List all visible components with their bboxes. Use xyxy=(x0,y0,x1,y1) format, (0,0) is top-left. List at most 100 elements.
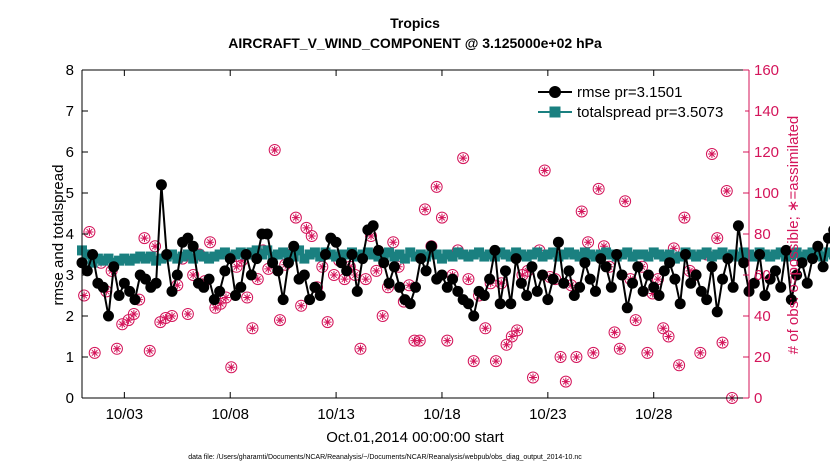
obs-marker xyxy=(300,221,313,234)
rmse-point xyxy=(182,232,194,244)
spread-point xyxy=(627,251,638,262)
obs-marker xyxy=(246,322,259,335)
obs-marker xyxy=(479,322,492,335)
obs-marker xyxy=(678,211,691,224)
rmse-point xyxy=(341,265,353,277)
obs-marker-asterisk xyxy=(459,154,468,163)
obs-marker-circle xyxy=(570,351,583,363)
obs-marker-circle xyxy=(110,342,123,355)
obs-marker xyxy=(582,236,595,249)
rmse-point xyxy=(208,294,220,306)
spread-point xyxy=(309,247,320,258)
obs-marker-circle xyxy=(187,269,200,281)
spread-point xyxy=(198,251,209,262)
obs-marker-circle xyxy=(273,314,286,327)
spread-point xyxy=(526,249,537,260)
y2-tick-label: 60 xyxy=(754,267,771,284)
obs-marker xyxy=(376,310,389,322)
rmse-point xyxy=(335,257,347,269)
rmse-point xyxy=(600,261,612,273)
obs-marker xyxy=(441,334,454,347)
spread-point xyxy=(812,249,823,260)
obs-marker-asterisk xyxy=(437,213,446,222)
obs-marker xyxy=(316,260,329,273)
spread-point xyxy=(553,251,564,262)
obs-marker-asterisk xyxy=(112,344,121,353)
obs-marker-asterisk xyxy=(491,357,500,366)
spread-point xyxy=(770,249,781,260)
legend-spread-marker xyxy=(549,106,561,118)
spread-point xyxy=(336,249,347,260)
obs-marker-asterisk xyxy=(421,205,430,214)
rmse-point xyxy=(727,281,739,293)
obs-marker-asterisk xyxy=(610,328,619,337)
obs-marker-circle xyxy=(608,326,621,339)
obs-marker-asterisk xyxy=(572,353,581,361)
spread-point xyxy=(87,257,98,268)
rmse-point xyxy=(595,253,607,265)
y-tick-label: 3 xyxy=(66,267,74,284)
obs-marker xyxy=(289,211,302,224)
spread-point xyxy=(505,251,516,262)
rmse-point xyxy=(515,277,527,289)
obs-marker xyxy=(587,346,600,359)
spread-point xyxy=(135,251,146,262)
obs-marker xyxy=(711,232,724,245)
obs-marker-asterisk xyxy=(356,344,365,353)
obs-marker xyxy=(187,269,200,281)
y2-tick-label: 140 xyxy=(754,103,779,120)
spread-point xyxy=(500,249,511,260)
obs-marker xyxy=(641,346,654,359)
rmse-point xyxy=(245,269,257,281)
obs-marker-asterisk xyxy=(675,361,684,370)
obs-marker-circle xyxy=(225,361,238,374)
obs-marker xyxy=(327,269,340,281)
obs-marker-asterisk xyxy=(270,145,279,154)
rmse-point xyxy=(632,261,644,273)
obs-marker-circle xyxy=(613,342,626,355)
obs-marker xyxy=(575,205,588,218)
spread-point xyxy=(717,247,728,258)
obs-marker-asterisk xyxy=(318,262,327,271)
spread-point xyxy=(659,251,670,262)
obs-marker-asterisk xyxy=(216,299,225,308)
obs-marker-asterisk xyxy=(664,332,673,341)
obs-marker-asterisk xyxy=(415,336,424,345)
obs-marker-circle xyxy=(295,299,308,312)
rmse-point xyxy=(801,277,813,289)
rmse-point xyxy=(695,285,707,297)
spread-point xyxy=(436,253,447,264)
rmse-point xyxy=(769,265,781,277)
rmse-point xyxy=(722,253,734,265)
spread-point xyxy=(378,249,389,260)
obs-marker xyxy=(619,195,632,208)
spread-point xyxy=(204,253,215,264)
obs-marker-asterisk xyxy=(161,314,170,323)
spread-point xyxy=(389,251,400,262)
spread-point xyxy=(712,249,723,260)
rmse-point xyxy=(674,298,686,310)
spread-point xyxy=(98,255,109,266)
spread-point xyxy=(103,253,114,264)
rmse-point xyxy=(404,298,416,310)
spread-point xyxy=(664,249,675,260)
obs-marker-circle xyxy=(678,211,691,224)
rmse-point xyxy=(372,244,384,256)
obs-marker-asterisk xyxy=(443,336,452,345)
spread-point xyxy=(474,247,485,258)
spread-point xyxy=(802,249,813,260)
obs-marker xyxy=(538,164,551,177)
obs-marker xyxy=(608,326,621,339)
rmse-point xyxy=(780,244,792,256)
rmse-point xyxy=(394,281,406,293)
obs-marker xyxy=(273,314,286,327)
obs-marker-asterisk xyxy=(685,266,694,275)
spread-point xyxy=(669,253,680,264)
spread-point xyxy=(521,251,532,262)
rmse-point xyxy=(383,277,395,289)
rmse-point xyxy=(219,265,231,277)
obs-marker-asterisk xyxy=(577,207,586,216)
obs-marker xyxy=(559,375,572,388)
obs-marker-circle xyxy=(83,225,96,238)
obs-marker-asterisk xyxy=(302,223,311,232)
